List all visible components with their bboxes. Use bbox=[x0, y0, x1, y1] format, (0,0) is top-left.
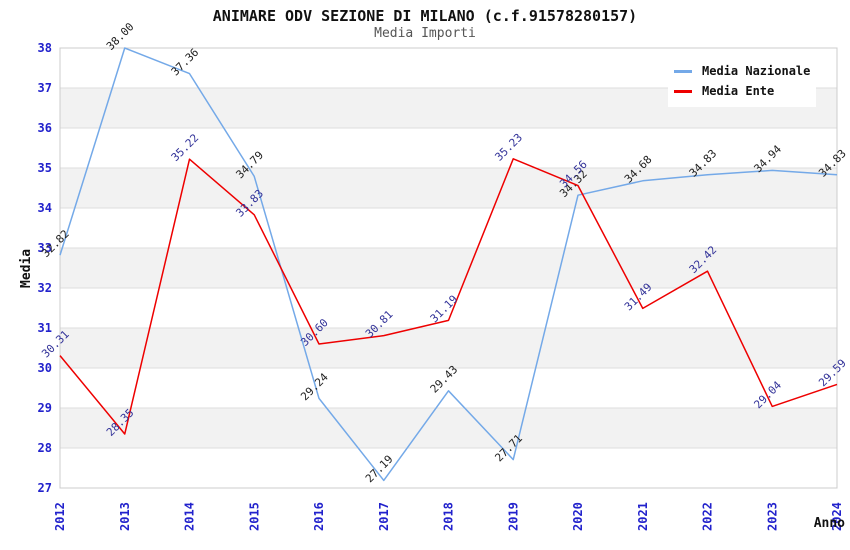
x-tick-label: 2020 bbox=[571, 502, 585, 531]
x-tick-label: 2017 bbox=[377, 502, 391, 531]
grid-band bbox=[60, 408, 837, 448]
y-tick-label: 32 bbox=[38, 281, 52, 295]
plot-border bbox=[59, 47, 838, 489]
x-tick-label: 2019 bbox=[506, 502, 520, 531]
y-tick-label: 29 bbox=[38, 401, 52, 415]
y-tick-label: 31 bbox=[38, 321, 52, 335]
x-tick-label: 2013 bbox=[118, 502, 132, 531]
grid-band bbox=[60, 328, 837, 368]
grid-band bbox=[60, 248, 837, 288]
legend: Media Nazionale Media Ente bbox=[668, 55, 816, 107]
y-tick-label: 36 bbox=[38, 121, 52, 135]
series-line-media-nazionale bbox=[59, 47, 838, 482]
series-line-media-ente bbox=[59, 158, 838, 435]
y-tick-label: 28 bbox=[38, 441, 52, 455]
point-label: 31.19 bbox=[428, 293, 461, 326]
y-tick-label: 37 bbox=[38, 81, 52, 95]
x-tick-label: 2021 bbox=[636, 502, 650, 531]
x-tick-label: 2012 bbox=[53, 502, 67, 531]
point-label: 35.23 bbox=[492, 131, 525, 164]
y-tick-label: 34 bbox=[38, 201, 52, 215]
x-tick-label: 2018 bbox=[442, 502, 456, 531]
x-tick-label: 2015 bbox=[247, 502, 261, 531]
y-tick-label: 30 bbox=[38, 361, 52, 375]
x-tick-label: 2023 bbox=[765, 502, 779, 531]
x-tick-label: 2014 bbox=[183, 502, 197, 531]
point-label: 37.36 bbox=[169, 46, 202, 79]
legend-swatch-media-ente bbox=[674, 89, 692, 93]
legend-label-media-ente: Media Ente bbox=[702, 84, 775, 98]
y-axis-title: Media bbox=[19, 249, 34, 288]
x-axis-title: Anno bbox=[814, 516, 845, 531]
x-tick-label: 2024 bbox=[830, 502, 844, 531]
y-tick-label: 35 bbox=[38, 161, 52, 175]
y-tick-label: 38 bbox=[38, 41, 52, 55]
y-tick-label: 27 bbox=[38, 481, 52, 495]
point-label: 29.24 bbox=[298, 370, 331, 403]
y-tick-label: 33 bbox=[38, 241, 52, 255]
chart-title: ANIMARE ODV SEZIONE DI MILANO (c.f.91578… bbox=[212, 7, 638, 25]
legend-swatch-media-nazionale bbox=[674, 69, 692, 73]
x-tick-label: 2016 bbox=[312, 502, 326, 531]
chart-subtitle: Media Importi bbox=[374, 26, 476, 41]
legend-label-media-nazionale: Media Nazionale bbox=[702, 64, 811, 78]
point-label: 29.04 bbox=[751, 378, 784, 411]
legend-item-media-ente: Media Ente bbox=[674, 81, 808, 101]
point-label: 27.19 bbox=[363, 453, 396, 486]
point-label: 35.22 bbox=[169, 131, 202, 164]
legend-item-media-nazionale: Media Nazionale bbox=[674, 61, 811, 81]
x-tick-label: 2022 bbox=[701, 502, 715, 531]
